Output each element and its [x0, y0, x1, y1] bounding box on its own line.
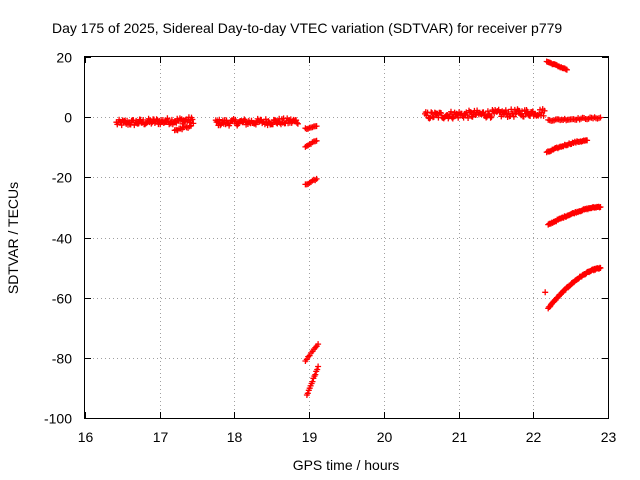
y-tick-label: -100 [44, 411, 72, 427]
x-tick-label: 23 [601, 429, 617, 445]
data-point [426, 115, 433, 122]
data-point [312, 371, 319, 378]
y-tick-label: -40 [52, 231, 72, 247]
data-point [467, 109, 474, 116]
data-points [113, 58, 604, 398]
data-point [294, 119, 300, 126]
series-seg-a [113, 114, 197, 129]
y-tick-label: -60 [52, 291, 72, 307]
x-tick-label: 18 [227, 429, 243, 445]
series-seg-j [545, 114, 604, 124]
data-point [540, 112, 547, 119]
data-point [484, 108, 491, 115]
x-tick-label: 22 [526, 429, 542, 445]
data-point [584, 137, 591, 144]
data-point [519, 108, 525, 115]
y-tick-label: -20 [52, 170, 72, 186]
data-point [313, 137, 320, 144]
data-point [313, 175, 320, 182]
y-tick-label: 0 [64, 110, 72, 126]
data-point [541, 107, 548, 114]
data-point [305, 125, 312, 132]
data-point [216, 116, 223, 123]
data-point [430, 113, 437, 120]
x-tick-label: 17 [153, 429, 169, 445]
data-point [485, 110, 492, 117]
series-seg-f [302, 175, 320, 188]
x-tick-labels: 16 17 18 19 20 21 22 23 [78, 429, 617, 445]
x-axis-label: GPS time / hours [293, 457, 400, 473]
data-point [304, 390, 311, 397]
data-point [188, 122, 195, 129]
data-point [293, 117, 300, 124]
x-tick-label: 21 [452, 429, 468, 445]
data-point [315, 363, 322, 370]
data-point [488, 113, 495, 120]
data-point [563, 66, 570, 73]
data-point [597, 265, 604, 271]
data-point [542, 289, 549, 296]
data-point [118, 122, 125, 129]
data-point [487, 114, 494, 121]
data-point [269, 121, 276, 128]
series-seg-o [542, 289, 549, 296]
data-point [448, 108, 454, 115]
data-point [309, 124, 316, 131]
data-point [464, 112, 471, 119]
data-point [294, 120, 301, 127]
data-point [597, 114, 604, 121]
data-point [597, 204, 604, 210]
x-tick-label: 16 [78, 429, 94, 445]
data-point [480, 109, 487, 116]
data-point [189, 116, 196, 123]
data-point [313, 123, 320, 130]
data-point [314, 366, 321, 373]
data-point [140, 117, 147, 123]
plot-frame [84, 56, 609, 419]
series-seg-l [543, 137, 591, 156]
series-seg-b [171, 122, 195, 134]
series-seg-i [422, 106, 548, 122]
x-tick-label: 19 [302, 429, 318, 445]
series-seg-c [212, 115, 301, 129]
chart-title: Day 175 of 2025, Sidereal Day-to-day VTE… [52, 20, 562, 36]
series-seg-m [545, 203, 604, 228]
y-tick-label: -80 [52, 351, 72, 367]
data-point [232, 116, 239, 123]
data-point [143, 119, 150, 126]
series-seg-d [302, 123, 320, 132]
data-point [164, 115, 171, 122]
data-point [252, 121, 259, 128]
series-seg-g [302, 341, 322, 364]
axis-ticks [85, 57, 609, 419]
series-seg-h [303, 363, 322, 398]
series-seg-k [543, 58, 570, 73]
data-point [465, 115, 472, 121]
x-tick-label: 20 [377, 429, 393, 445]
series-seg-n [545, 264, 604, 312]
y-tick-label: 20 [56, 50, 72, 66]
data-point [510, 113, 517, 120]
y-axis-label: SDTVAR / TECUs [5, 182, 21, 294]
series-seg-e [302, 137, 320, 150]
data-point [315, 341, 322, 348]
y-tick-labels: 20 0 -20 -40 -60 -80 -100 [44, 50, 72, 427]
data-point [438, 110, 445, 117]
data-point [309, 378, 316, 385]
